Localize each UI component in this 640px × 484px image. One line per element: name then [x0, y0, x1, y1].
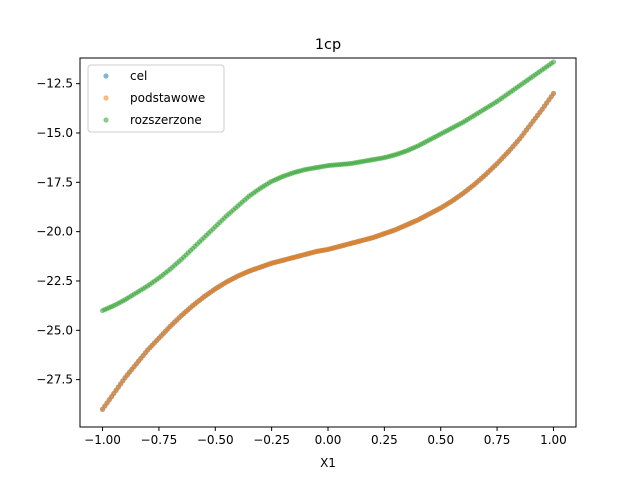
y-tick-label: −17.5: [36, 175, 73, 189]
x-tick-label: 0.00: [315, 433, 342, 447]
x-tick-label: 0.25: [371, 433, 398, 447]
x-tick-label: −0.50: [197, 433, 234, 447]
x-tick-label: 0.75: [484, 433, 511, 447]
series-rozszerzone: [99, 59, 557, 314]
series-podstawowe: [99, 90, 557, 412]
legend-marker: [103, 117, 109, 123]
legend-label: podstawowe: [130, 91, 205, 105]
x-tick-label: −0.75: [141, 433, 178, 447]
chart-title: 1cp: [315, 37, 341, 53]
y-tick-label: −12.5: [36, 77, 73, 91]
legend-label: rozszerzone: [130, 113, 202, 127]
x-axis-label: X1: [320, 456, 336, 470]
data-point: [550, 59, 557, 65]
data-point: [550, 90, 557, 97]
y-tick-label: −25.0: [36, 323, 73, 337]
legend-marker: [103, 95, 109, 101]
y-tick-label: −15.0: [36, 126, 73, 140]
legend-marker: [103, 73, 109, 79]
legend-box: [87, 64, 225, 133]
y-tick-label: −27.5: [36, 373, 73, 387]
y-tick-label: −20.0: [36, 225, 73, 239]
x-tick-label: 0.50: [427, 433, 454, 447]
x-tick-label: −1.00: [84, 433, 121, 447]
legend-label: cel: [130, 69, 147, 83]
legend: cel podstawowe rozszerzone: [87, 64, 225, 133]
x-tick-label: −0.25: [253, 433, 290, 447]
y-tick-label: −22.5: [36, 274, 73, 288]
x-tick-label: 1.00: [540, 433, 567, 447]
